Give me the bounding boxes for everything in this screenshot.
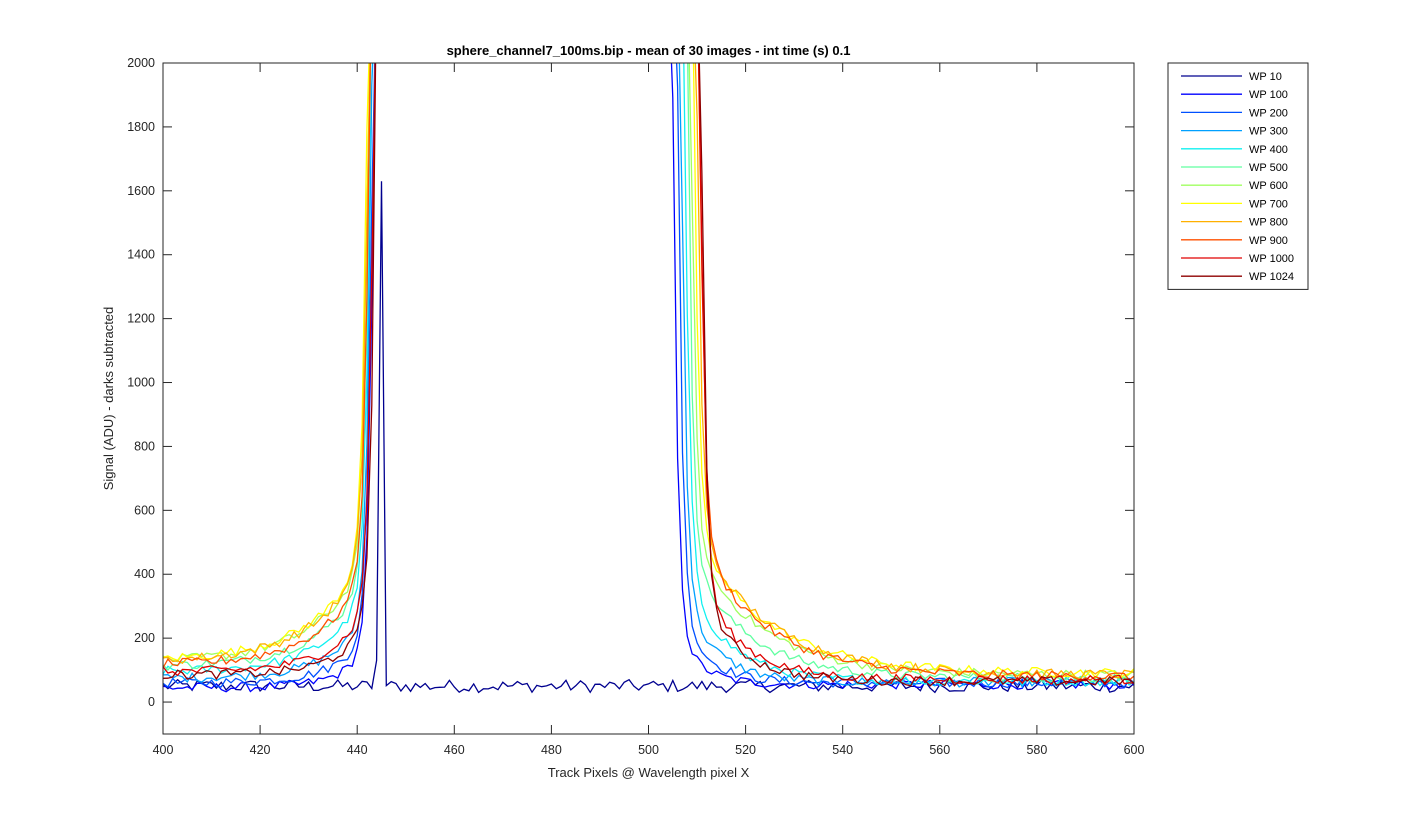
series-line-wp-900 [163,63,1134,682]
ticks-layer: 400 420 440 460 480 500 520 540 560 580 600 0 200 400… [127,56,1144,757]
x-tick-label: 560 [929,743,950,757]
y-tick-label: 1800 [127,120,155,134]
series-line-wp-1024 [163,63,1134,687]
series-line-wp-200 [163,63,1134,689]
legend-label: WP 800 [1249,217,1288,229]
y-axis-label: Signal (ADU) - darks subtracted [101,307,116,491]
legend: WP 10 WP 100 WP 200 WP 300 WP 400 WP 500 WP 60… [1167,62,1309,290]
y-tick-label: 0 [148,695,155,709]
x-tick-label: 500 [638,743,659,757]
y-tick-label: 600 [134,503,155,517]
series-line-wp-500 [163,63,1134,684]
legend-label: WP 500 [1249,162,1288,174]
legend-label: WP 400 [1249,144,1288,156]
series-line-wp-700 [163,63,1134,679]
y-tick-label: 1600 [127,184,155,198]
legend-label: WP 700 [1249,198,1288,210]
x-axis-label: Track Pixels @ Wavelength pixel X [548,765,750,780]
y-tick-label: 2000 [127,56,155,70]
legend-box [1167,62,1309,290]
legend-label: WP 300 [1249,126,1288,138]
x-tick-label: 540 [832,743,853,757]
legend-label: WP 1000 [1249,253,1294,265]
legend-label: WP 100 [1249,89,1288,101]
y-tick-label: 400 [134,567,155,581]
legend-label: WP 900 [1249,235,1288,247]
plot-area [163,63,1134,734]
y-tick-label: 1000 [127,376,155,390]
legend-label: WP 10 [1249,71,1282,83]
x-tick-label: 460 [444,743,465,757]
y-tick-label: 1200 [127,312,155,326]
legend-label: WP 600 [1249,180,1288,192]
x-tick-label: 520 [735,743,756,757]
x-tick-label: 600 [1124,743,1145,757]
legend-label: WP 1024 [1249,271,1294,283]
x-tick-label: 480 [541,743,562,757]
x-tick-label: 440 [347,743,368,757]
y-tick-label: 1400 [127,248,155,262]
y-tick-label: 200 [134,631,155,645]
chart-title: sphere_channel7_100ms.bip - mean of 30 i… [447,43,851,58]
x-tick-label: 580 [1026,743,1047,757]
series-layer [163,63,1134,694]
x-tick-label: 420 [250,743,271,757]
legend-label: WP 200 [1249,107,1288,119]
y-tick-label: 800 [134,439,155,453]
x-tick-label: 400 [153,743,174,757]
